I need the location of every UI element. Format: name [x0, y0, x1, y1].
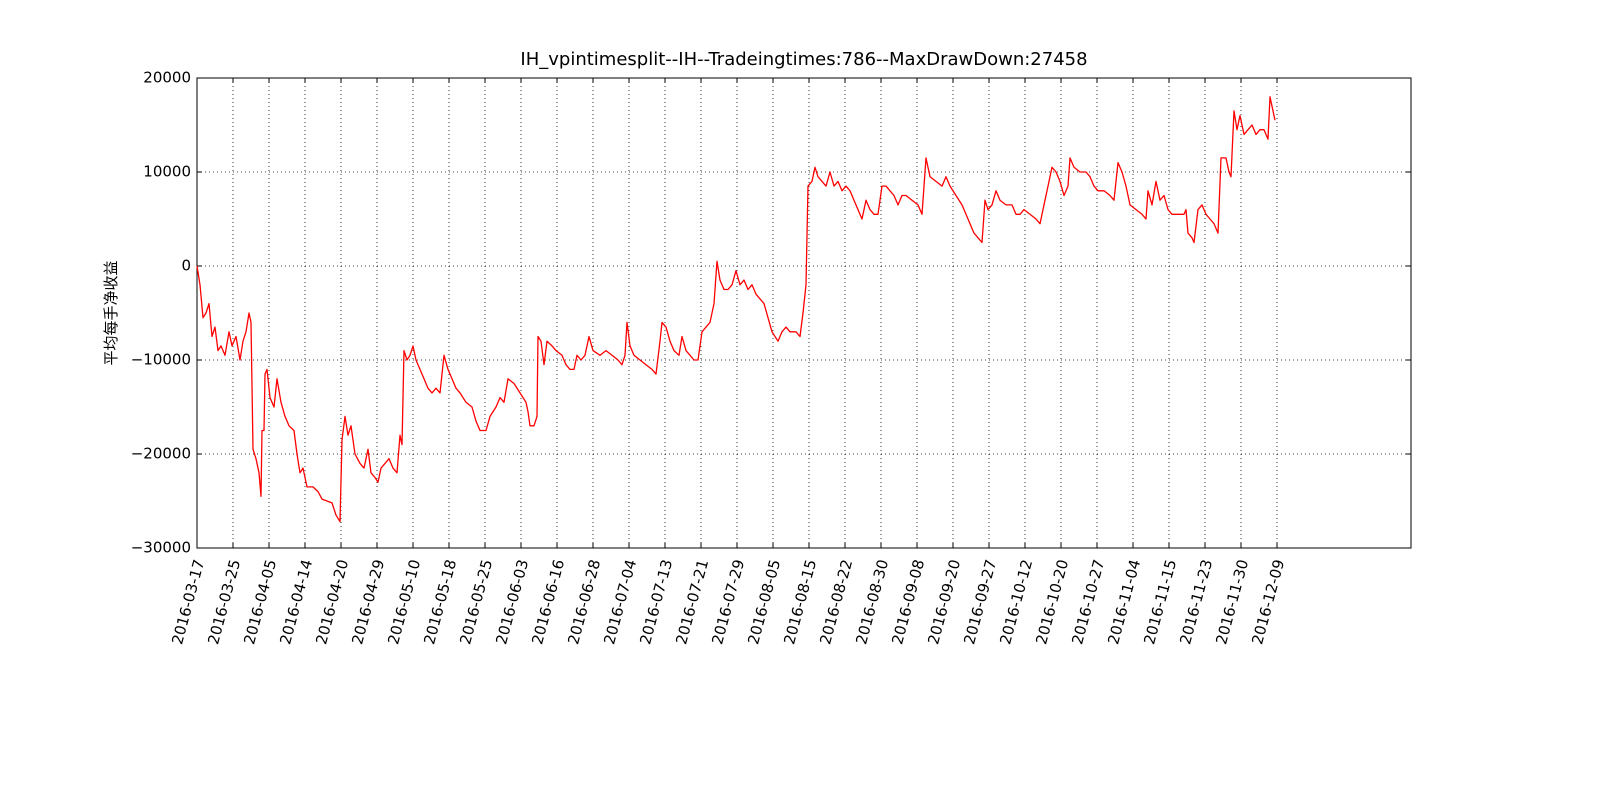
- x-tick-label: 2016-11-15: [1140, 558, 1180, 647]
- x-tick-label: 2016-07-04: [600, 558, 640, 647]
- x-tick-label: 2016-11-23: [1176, 558, 1216, 647]
- x-tick-label: 2016-05-10: [384, 558, 424, 647]
- x-tick-label: 2016-08-30: [852, 558, 892, 647]
- chart-title: IH_vpintimesplit--IH--Tradeingtimes:786-…: [520, 49, 1087, 70]
- x-tick-label: 2016-09-20: [924, 558, 964, 647]
- y-axis-label: 平均每手净收益: [102, 260, 120, 365]
- x-tick-label: 2016-11-04: [1104, 558, 1144, 647]
- x-tick-label: 2016-05-18: [420, 558, 460, 647]
- plot-frame: [196, 77, 1412, 549]
- x-tick-label: 2016-10-27: [1068, 558, 1108, 647]
- y-tick-label: 20000: [143, 69, 191, 87]
- x-tick-label: 2016-08-22: [816, 558, 856, 647]
- x-tick-label: 2016-05-25: [456, 558, 496, 647]
- x-tick-label: 2016-06-16: [528, 558, 568, 647]
- y-tick-label: 10000: [143, 163, 191, 181]
- x-tick-label: 2016-06-28: [564, 558, 604, 647]
- x-tick-label: 2016-03-17: [168, 558, 208, 647]
- x-tick-label: 2016-06-03: [492, 558, 532, 647]
- x-tick-label: 2016-03-25: [204, 558, 244, 647]
- x-tick-label: 2016-10-20: [1032, 558, 1072, 647]
- x-tick-label: 2016-09-08: [888, 558, 928, 647]
- y-tick-label: 0: [181, 257, 191, 275]
- x-tick-label: 2016-12-09: [1248, 558, 1288, 647]
- x-tick-label: 2016-04-20: [312, 558, 352, 647]
- x-tick-label: 2016-08-05: [744, 558, 784, 647]
- x-tick-label: 2016-07-13: [636, 558, 676, 647]
- x-tick-label: 2016-08-15: [780, 558, 820, 647]
- y-tick-label: −10000: [131, 351, 191, 369]
- y-tick-label: −30000: [131, 539, 191, 557]
- x-tick-label: 2016-11-30: [1212, 558, 1252, 647]
- data-line: [196, 96, 1276, 523]
- x-tick-label: 2016-04-29: [348, 558, 388, 647]
- x-tick-label: 2016-10-12: [996, 558, 1036, 647]
- x-tick-label: 2016-07-29: [708, 558, 748, 647]
- x-tick-label: 2016-04-14: [276, 558, 316, 647]
- x-tick-label: 2016-04-05: [240, 558, 280, 647]
- x-tick-label: 2016-09-27: [960, 558, 1000, 647]
- x-tick-label: 2016-07-21: [672, 558, 712, 647]
- y-tick-label: −20000: [131, 445, 191, 463]
